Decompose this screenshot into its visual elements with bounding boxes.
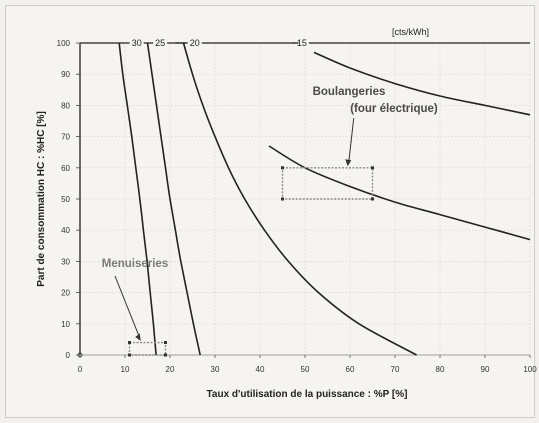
curve-label-bg	[294, 38, 309, 48]
y-tick-label: 50	[61, 195, 70, 204]
chart-frame	[5, 5, 535, 418]
annotation-box-corner	[164, 353, 167, 357]
y-tick-label: 80	[61, 101, 70, 110]
annotation-box-corner	[281, 166, 284, 170]
unit-label: [cts/kWh]	[392, 27, 429, 37]
curve-label-15: 15	[297, 38, 307, 48]
x-tick-label: 100	[523, 365, 537, 374]
curve-unlabeled	[268, 145, 531, 241]
annotation-box-0	[281, 167, 374, 200]
curve-15	[313, 51, 531, 116]
x-tick-label: 70	[391, 365, 400, 374]
annotation-box-corner	[281, 197, 284, 201]
y-tick-label: 10	[61, 320, 70, 329]
curve-label-30: 30	[132, 38, 142, 48]
labels: 30 25 20 15	[129, 38, 309, 48]
annotation-menuiseries: Menuiseries	[102, 258, 168, 270]
x-tick-label: 80	[436, 365, 445, 374]
y-axis-label: Part de consommation HC : %HC [%]	[36, 111, 47, 287]
curve-30	[118, 42, 157, 356]
x-tick-label: 10	[121, 365, 130, 374]
annotation-box-corner	[371, 166, 374, 170]
curve-label-20: 20	[190, 38, 200, 48]
curve-label-25: 25	[155, 38, 165, 48]
x-tick-label: 40	[256, 365, 265, 374]
annotations	[114, 117, 374, 357]
annotation-box-corner	[164, 341, 167, 345]
annotation-box-corner	[128, 353, 131, 357]
origin-marker	[77, 352, 83, 358]
boulangeries-arrow-head	[345, 159, 352, 167]
y-tick-label: 30	[61, 257, 70, 266]
curve-label-bg	[153, 38, 168, 48]
annotation-box-2	[128, 341, 167, 356]
grid	[79, 42, 531, 356]
y-tick-label: 60	[61, 164, 70, 173]
curve-20	[182, 42, 417, 356]
boulangeries-arrow	[348, 117, 355, 163]
x-tick-label: 0	[78, 365, 83, 374]
menuiseries-arrow-head	[135, 333, 141, 341]
annotation-four-electrique: (four électrique)	[350, 103, 438, 115]
ticks: 0 10 20 30 40 50 60 70 80 90 100 0 10 20 30 40 50 60 70 80 9…	[57, 39, 538, 374]
x-tick-label: 60	[346, 365, 355, 374]
annotation-box-corner	[128, 341, 131, 345]
menuiseries-arrow	[114, 275, 141, 339]
curve-label-bg	[129, 38, 144, 48]
x-tick-label: 50	[301, 365, 310, 374]
x-tick-label: 90	[481, 365, 490, 374]
y-tick-label: 0	[66, 351, 71, 360]
y-tick-label: 20	[61, 289, 70, 298]
y-tick-label: 40	[61, 226, 70, 235]
y-tick-label: 100	[57, 39, 71, 48]
y-tick-label: 70	[61, 133, 70, 142]
curve-label-bg	[187, 38, 202, 48]
annotation-boulangeries: Boulangeries	[313, 86, 386, 98]
x-tick-label: 30	[211, 365, 220, 374]
x-axis-label: Taux d'utilisation de la puissance : %P …	[207, 389, 408, 400]
annotation-box-corner	[371, 197, 374, 201]
x-tick-label: 20	[166, 365, 175, 374]
curve-25	[146, 42, 201, 356]
y-tick-label: 90	[61, 70, 70, 79]
